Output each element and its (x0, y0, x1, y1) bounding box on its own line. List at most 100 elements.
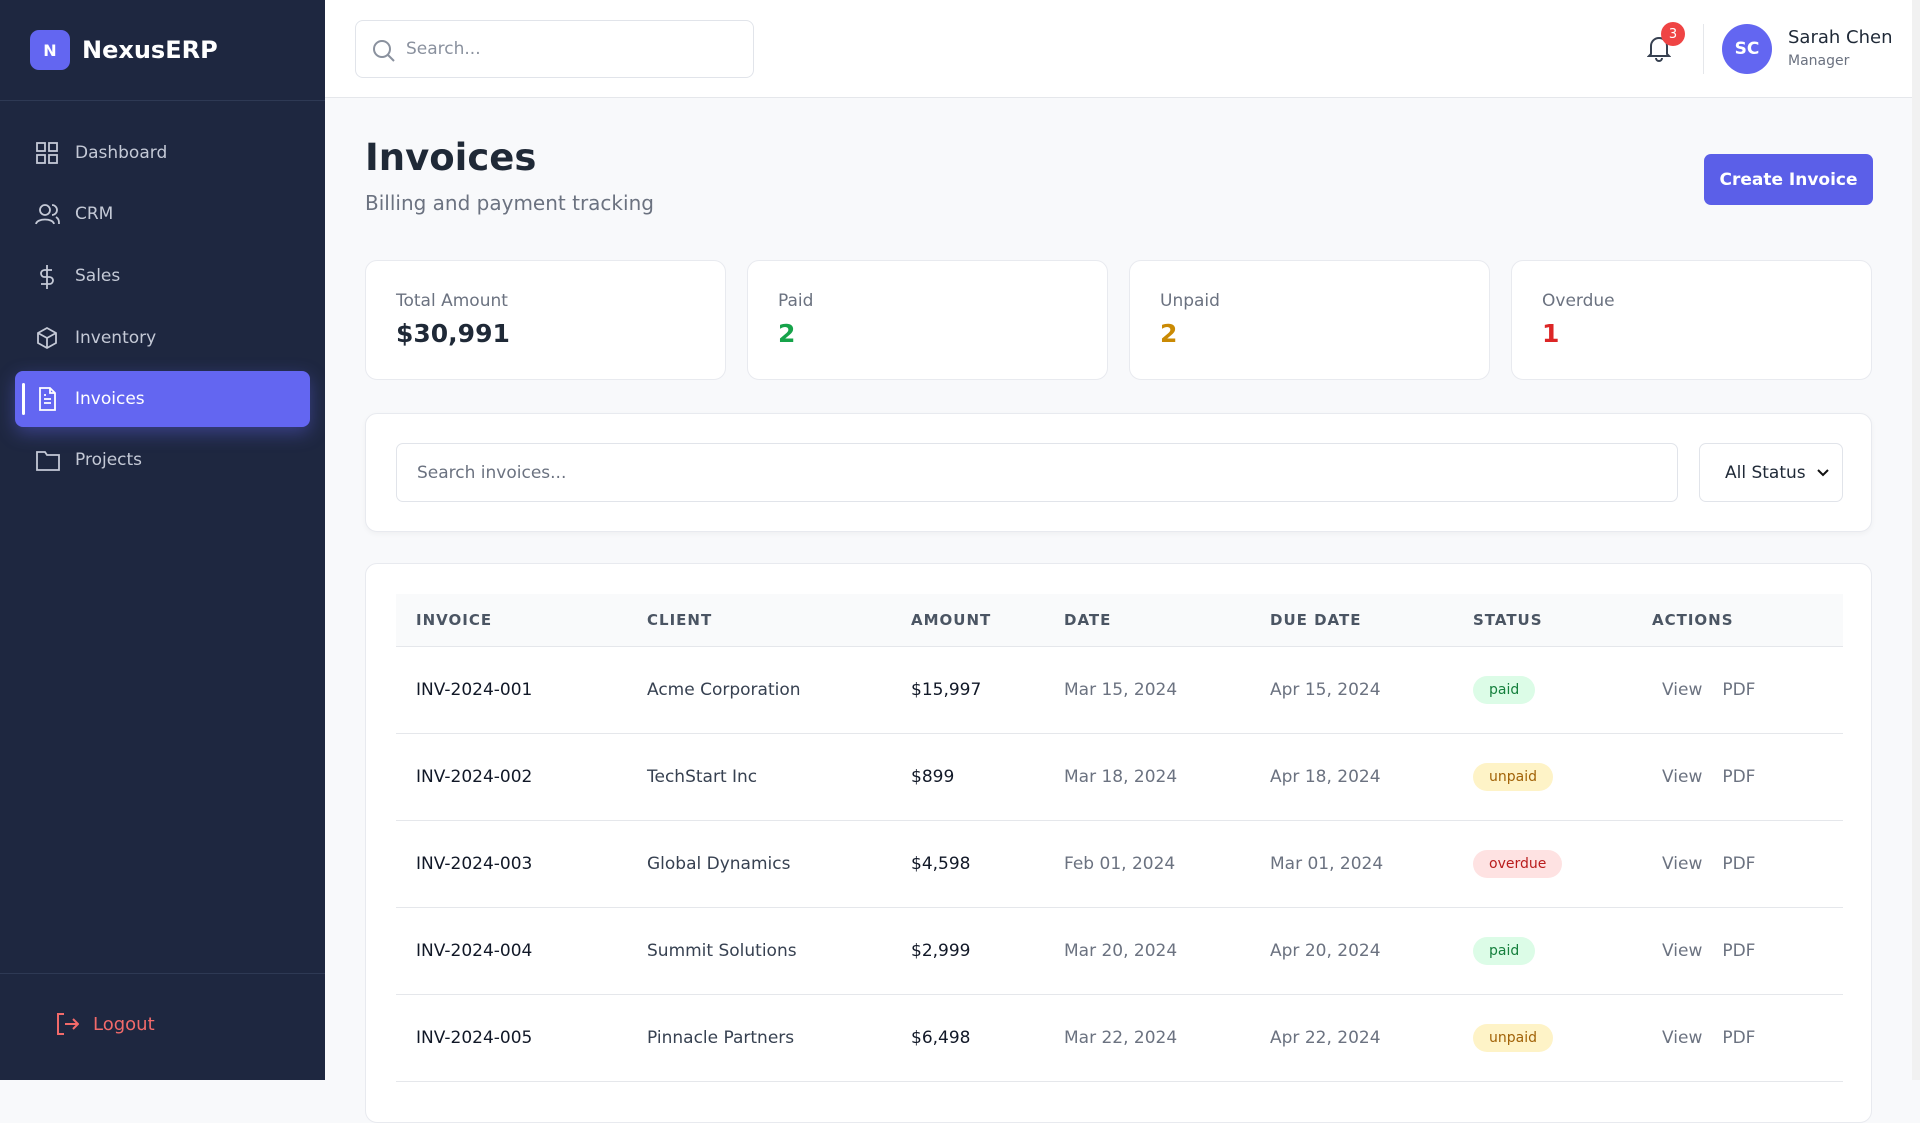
pdf-action[interactable]: PDF (1722, 680, 1756, 700)
table-row[interactable]: INV-2024-003 Global Dynamics $4,598 Feb 01,… (396, 821, 1843, 908)
create-invoice-button[interactable]: Create Invoice (1704, 154, 1873, 205)
pdf-action[interactable]: PDF (1722, 767, 1756, 787)
status-select[interactable]: All Status (1699, 443, 1843, 502)
user-name: Sarah Chen (1788, 27, 1893, 48)
cell: Acme Corporation (647, 680, 801, 700)
nav-label: Sales (75, 266, 121, 286)
divider (0, 973, 325, 974)
cell: $899 (911, 767, 955, 787)
divider (0, 100, 325, 101)
global-search[interactable]: Search... (355, 20, 754, 78)
invoice-table: INVOICE CLIENT AMOUNT DATE DUE DATE STATUS ACT… (365, 563, 1872, 1123)
stat-card: Overdue 1 (1511, 260, 1872, 380)
logout[interactable]: Logout (55, 1012, 155, 1036)
nav-item[interactable]: Projects (15, 432, 310, 488)
nav-label: CRM (75, 204, 114, 224)
cell: Mar 01, 2024 (1270, 854, 1384, 874)
notification-badge: 3 (1661, 22, 1685, 46)
view-action[interactable]: View (1662, 941, 1703, 961)
pdf-action[interactable]: PDF (1722, 941, 1756, 961)
nav-label: Inventory (75, 328, 157, 348)
view-action[interactable]: View (1662, 767, 1703, 787)
status-cell: overdue (1453, 850, 1632, 878)
status-pill: overdue (1473, 850, 1563, 878)
stat-value: $30,991 (396, 319, 510, 348)
table-row[interactable]: INV-2024-005 Pinnacle Partners $6,498 Mar 2… (396, 995, 1843, 1082)
avatar[interactable]: SC (1722, 24, 1772, 74)
stat-card: Paid 2 (747, 260, 1108, 380)
stat-label: Paid (778, 291, 814, 311)
stat-value: 2 (1160, 319, 1178, 348)
status-pill: unpaid (1473, 1024, 1553, 1052)
logout-label: Logout (93, 1013, 155, 1035)
status-pill: paid (1473, 937, 1536, 965)
view-action[interactable]: View (1662, 680, 1703, 700)
brand-name: NexusERP (82, 36, 218, 64)
status-select-label: All Status (1725, 462, 1806, 483)
status-cell: unpaid (1453, 1024, 1632, 1052)
page-subtitle: Billing and payment tracking (365, 191, 654, 215)
brand[interactable]: N NexusERP (30, 30, 218, 70)
cell: Apr 22, 2024 (1270, 1028, 1381, 1048)
cell: Apr 20, 2024 (1270, 941, 1381, 961)
cell: Feb 01, 2024 (1064, 854, 1176, 874)
column-header: STATUS (1473, 611, 1543, 629)
cell: $2,999 (911, 941, 971, 961)
actions-cell: View PDF (1632, 854, 1843, 874)
status-cell: unpaid (1453, 763, 1632, 791)
nav-item-active[interactable]: Invoices (15, 371, 310, 427)
stat-label: Overdue (1542, 291, 1615, 311)
column-header: DUE DATE (1270, 611, 1362, 629)
nav-label: Invoices (75, 389, 145, 409)
cell: INV-2024-004 (416, 941, 533, 961)
view-action[interactable]: View (1662, 1028, 1703, 1048)
scrollbar (1912, 0, 1920, 1080)
nav-item[interactable]: CRM (15, 186, 310, 242)
column-header: ACTIONS (1652, 611, 1734, 629)
cell: TechStart Inc (647, 767, 758, 787)
cell: INV-2024-001 (416, 680, 533, 700)
table-row[interactable]: INV-2024-002 TechStart Inc $899 Mar 18, 202… (396, 734, 1843, 821)
pdf-action[interactable]: PDF (1722, 1028, 1756, 1048)
cell: Mar 20, 2024 (1064, 941, 1178, 961)
cell: Mar 22, 2024 (1064, 1028, 1178, 1048)
status-cell: paid (1453, 676, 1632, 704)
nav-item[interactable]: Sales (15, 248, 310, 304)
cell: $6,498 (911, 1028, 971, 1048)
invoice-search[interactable]: Search invoices... (396, 443, 1678, 502)
cell: Mar 15, 2024 (1064, 680, 1178, 700)
cell: INV-2024-003 (416, 854, 533, 874)
table-row[interactable]: INV-2024-004 Summit Solutions $2,999 Mar 20… (396, 908, 1843, 995)
cell: INV-2024-005 (416, 1028, 533, 1048)
topbar: Search... 3 SC Sarah Chen Manager (325, 0, 1920, 98)
view-action[interactable]: View (1662, 854, 1703, 874)
cell: $15,997 (911, 680, 982, 700)
nav-item[interactable]: Inventory (15, 310, 310, 366)
cell: Apr 18, 2024 (1270, 767, 1381, 787)
pdf-action[interactable]: PDF (1722, 854, 1756, 874)
cell: Mar 18, 2024 (1064, 767, 1178, 787)
cell: INV-2024-002 (416, 767, 533, 787)
cell: Summit Solutions (647, 941, 797, 961)
cell: Apr 15, 2024 (1270, 680, 1381, 700)
column-header: INVOICE (416, 611, 493, 629)
user-role: Manager (1788, 53, 1850, 69)
table-row[interactable]: INV-2024-001 Acme Corporation $15,997 Mar 1… (396, 647, 1843, 734)
divider (1703, 24, 1704, 74)
stat-label: Unpaid (1160, 291, 1220, 311)
status-pill: paid (1473, 676, 1536, 704)
stat-value: 1 (1542, 319, 1560, 348)
filter-card: Search invoices... All Status (365, 413, 1872, 532)
nav-label: Dashboard (75, 143, 168, 163)
column-header: CLIENT (647, 611, 713, 629)
actions-cell: View PDF (1632, 767, 1843, 787)
cell: Global Dynamics (647, 854, 791, 874)
stat-card: Total Amount $30,991 (365, 260, 726, 380)
column-header: DATE (1064, 611, 1112, 629)
status-pill: unpaid (1473, 763, 1553, 791)
cell: $4,598 (911, 854, 971, 874)
brand-icon: N (30, 30, 70, 70)
nav-item[interactable]: Dashboard (15, 125, 310, 181)
sidebar: N NexusERP Dashboard CRM Sales Inventory … (0, 0, 325, 1080)
